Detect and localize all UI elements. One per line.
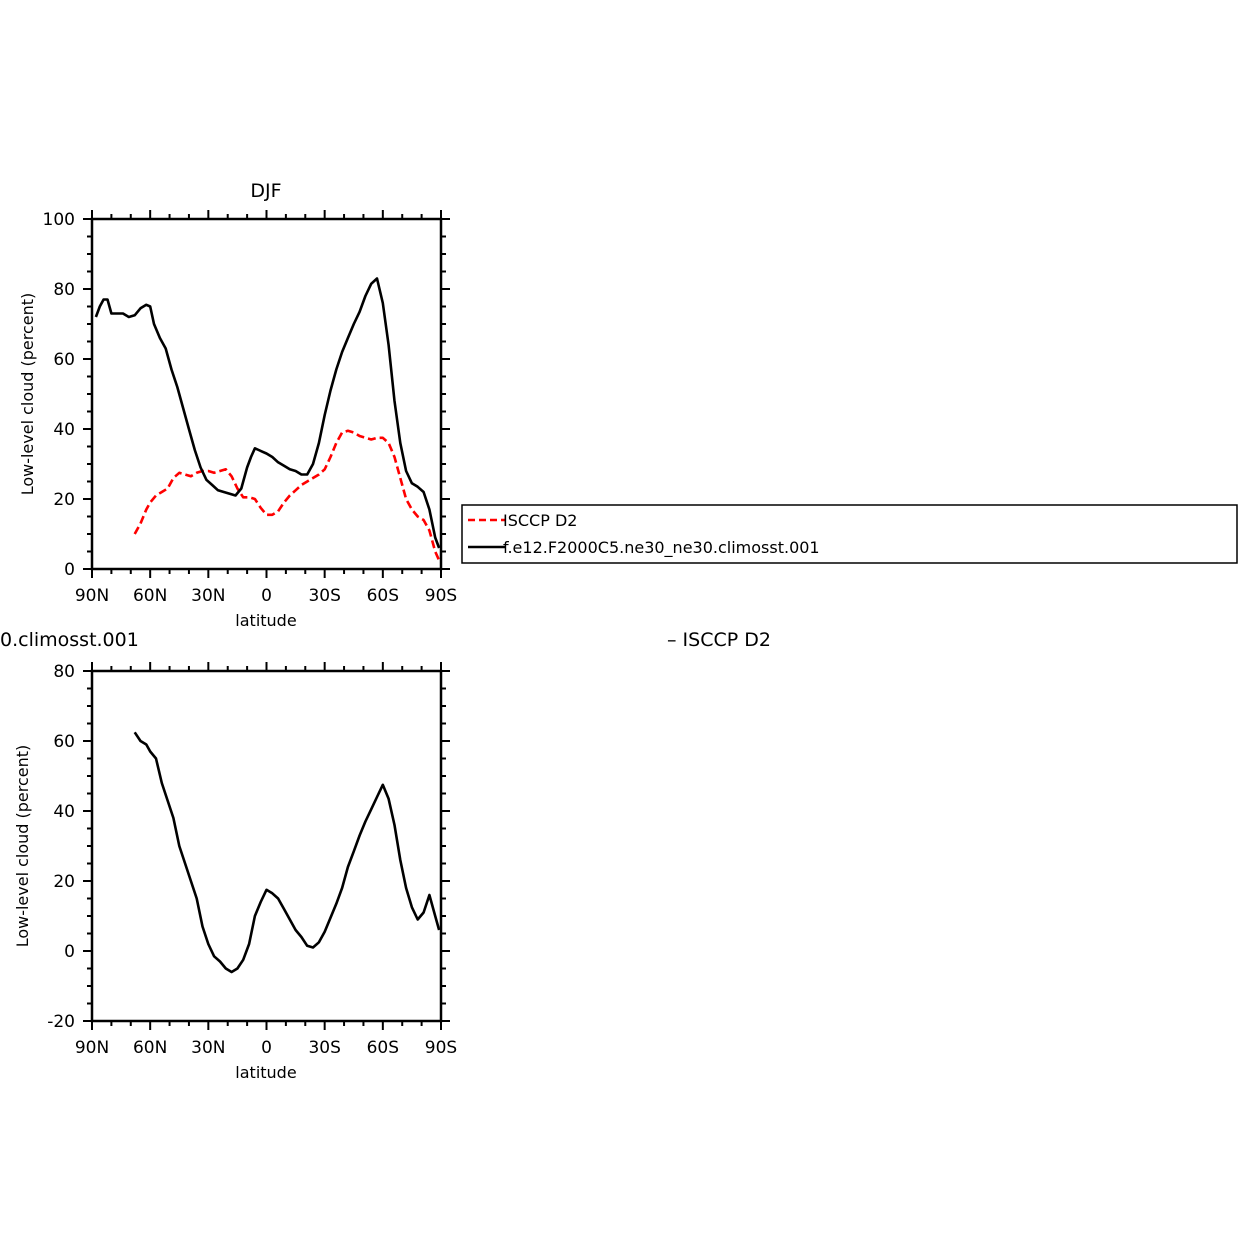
y-tick-label: 60 [53,350,75,370]
y-tick-label: 20 [53,872,75,892]
y-tick-label: 80 [53,280,75,300]
y-tick-label: 0 [64,560,75,580]
y-axis-label: Low-level cloud (percent) [18,293,37,496]
x-tick-label: 90S [425,586,457,606]
axis-ticks: 90N 60N 30N 0 30S 60S 90S 0 20 40 60 80 100 [43,210,457,606]
plot-border [90,669,443,1023]
y-tick-label: 80 [53,662,75,682]
legend: ISCCP D2 f.e12.F2000C5.ne30_ne30.climoss… [461,504,1238,564]
x-tick-label: 60N [133,1038,167,1058]
y-tick-label: -20 [47,1012,75,1032]
x-tick-label: 90N [75,586,109,606]
x-axis-label: latitude [235,611,296,630]
y-tick-label: 0 [64,942,75,962]
chart-title: DJF [250,180,281,202]
x-axis-label: latitude [235,1063,296,1082]
x-tick-label: 60N [133,586,167,606]
y-tick-label: 40 [53,802,75,822]
x-tick-label: 30N [191,586,225,606]
x-tick-label: 0 [261,586,272,606]
x-tick-label: 30S [308,586,340,606]
legend-label-isccp: ISCCP D2 [503,511,577,530]
series-lines [133,731,441,974]
clipped-title-left: 0.climosst.001 [0,629,139,651]
x-tick-label: 90N [75,1038,109,1058]
chart-panel-top: DJF 90N 60N 30N 0 30S 60S 90S 0 20 40 60 80 100 lati… [18,180,457,630]
series-lines [94,277,441,561]
x-tick-label: 0 [261,1038,272,1058]
x-tick-label: 90S [425,1038,457,1058]
series-line-1 [133,731,441,974]
x-tick-label: 60S [367,586,399,606]
chart-panel-bottom: 90N 60N 30N 0 30S 60S 90S -20 0 20 40 60 80 latitude… [13,662,457,1082]
clipped-title-center: – ISCCP D2 [667,629,771,651]
axis-ticks: 90N 60N 30N 0 30S 60S 90S -20 0 20 40 60 80 [47,662,457,1058]
series-line-2 [94,277,441,549]
x-tick-label: 30N [191,1038,225,1058]
legend-label-model: f.e12.F2000C5.ne30_ne30.climosst.001 [503,538,820,558]
y-tick-label: 100 [43,210,75,230]
x-tick-label: 60S [367,1038,399,1058]
y-tick-label: 60 [53,732,75,752]
x-tick-label: 30S [308,1038,340,1058]
y-tick-label: 40 [53,420,75,440]
y-axis-label: Low-level cloud (percent) [13,745,32,948]
y-tick-label: 20 [53,490,75,510]
legend-box [461,504,1238,564]
axes-frame [90,669,443,1023]
series-line-1 [133,429,441,561]
